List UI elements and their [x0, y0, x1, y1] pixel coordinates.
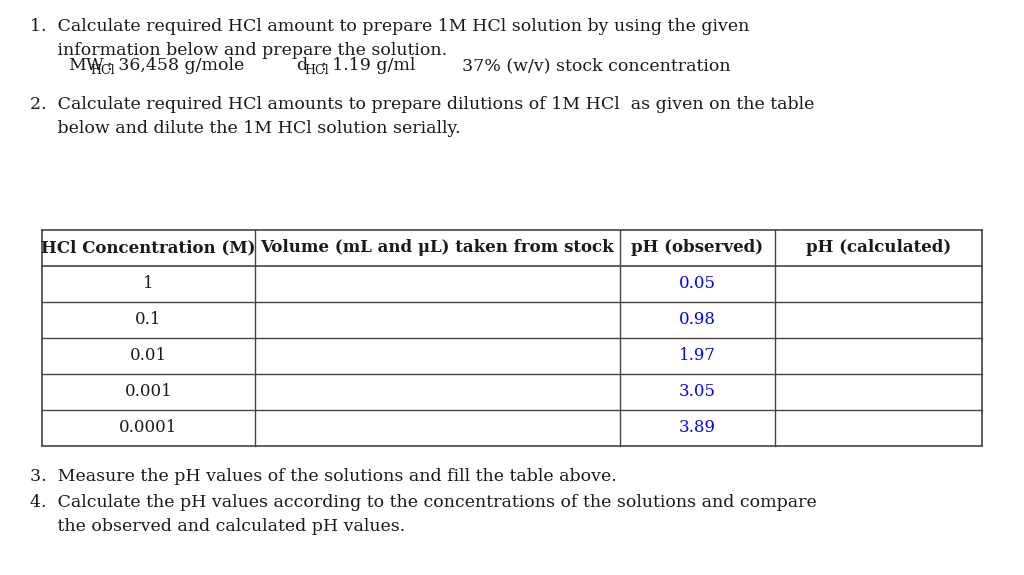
Text: HCl: HCl [304, 63, 329, 76]
Text: 0.05: 0.05 [679, 275, 716, 293]
Text: information below and prepare the solution.: information below and prepare the soluti… [30, 42, 447, 59]
Text: d: d [296, 57, 307, 74]
Text: : 1.19 g/ml: : 1.19 g/ml [321, 57, 416, 74]
Text: 2.  Calculate required HCl amounts to prepare dilutions of 1M HCl  as given on t: 2. Calculate required HCl amounts to pre… [30, 96, 814, 113]
Text: 4.  Calculate the pH values according to the concentrations of the solutions and: 4. Calculate the pH values according to … [30, 494, 817, 511]
Text: 1.  Calculate required HCl amount to prepare 1M HCl solution by using the given: 1. Calculate required HCl amount to prep… [30, 18, 750, 35]
Text: 3.  Measure the pH values of the solutions and fill the table above.: 3. Measure the pH values of the solution… [30, 468, 616, 485]
Text: 0.98: 0.98 [679, 312, 716, 328]
Text: 1: 1 [143, 275, 154, 293]
Text: 0.0001: 0.0001 [120, 420, 178, 436]
Text: pH (calculated): pH (calculated) [806, 240, 951, 256]
Text: 3.05: 3.05 [679, 384, 716, 401]
Text: 0.001: 0.001 [125, 384, 172, 401]
Text: 3.89: 3.89 [679, 420, 716, 436]
Text: HCl Concentration (M): HCl Concentration (M) [41, 240, 256, 256]
Text: Volume (mL and μL) taken from stock: Volume (mL and μL) taken from stock [261, 240, 614, 256]
Text: HCl: HCl [90, 63, 115, 76]
Text: pH (observed): pH (observed) [632, 240, 764, 256]
Text: 0.1: 0.1 [135, 312, 162, 328]
Text: the observed and calculated pH values.: the observed and calculated pH values. [30, 518, 406, 535]
Text: : 36,458 g/mole: : 36,458 g/mole [106, 57, 245, 74]
Text: 0.01: 0.01 [130, 347, 167, 365]
Text: 37% (w/v) stock concentration: 37% (w/v) stock concentration [462, 57, 731, 74]
Text: 1.97: 1.97 [679, 347, 716, 365]
Text: below and dilute the 1M HCl solution serially.: below and dilute the 1M HCl solution ser… [30, 120, 461, 137]
Text: MW: MW [68, 57, 103, 74]
